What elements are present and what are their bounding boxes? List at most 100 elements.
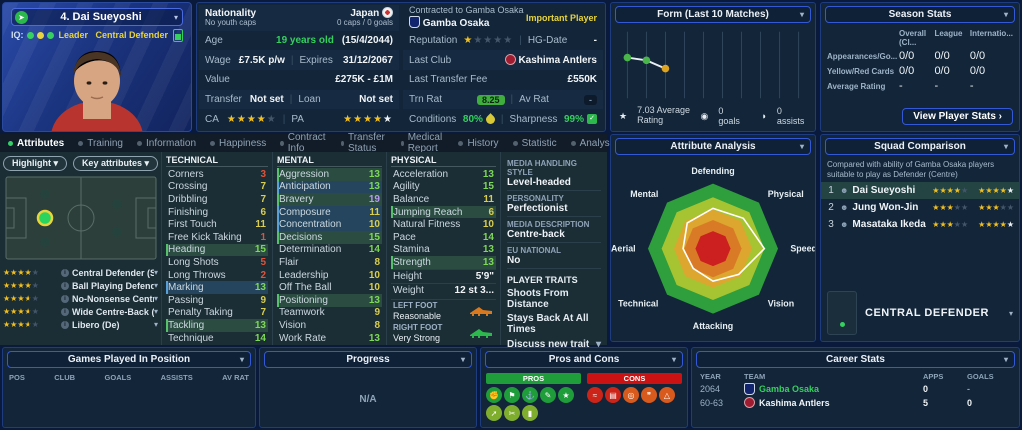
nationality-row: Nationality No youth caps Japan 0 caps /… (199, 5, 399, 31)
profile-value: No (507, 255, 601, 269)
tab-happiness[interactable]: Happiness (210, 138, 266, 149)
expires-value: 31/12/2067 (342, 54, 393, 66)
cons-icon[interactable]: △ (659, 387, 675, 403)
cons-banner: CONS (587, 373, 682, 384)
view-player-stats-button[interactable]: View Player Stats › (902, 108, 1013, 125)
form-panel-header[interactable]: Form (Last 10 Matches) ▾ (615, 6, 811, 23)
cons-icon[interactable]: ❞ (641, 387, 657, 403)
pros-icon[interactable]: ✂ (504, 405, 520, 421)
transfer-row: Transfer Not set | Loan Not set (199, 89, 399, 110)
tab-history[interactable]: History (458, 138, 499, 149)
key-attributes-dropdown[interactable]: Key attributes ▾ (72, 156, 158, 171)
tab-dot (512, 140, 518, 146)
career-stats-header[interactable]: Career Stats ▾ (696, 351, 1015, 368)
attribute-analysis-header[interactable]: Attribute Analysis ▾ (615, 138, 811, 155)
tab-attributes[interactable]: Attributes (8, 138, 64, 149)
attribute-row-work-rate: Work Rate 13 (279, 332, 380, 344)
hg-date-value: - (593, 34, 597, 46)
form-summary: ★ 7.03 Average Rating ◉ 0 goals ◗ 0 assi… (611, 104, 815, 131)
chevron-down-icon[interactable]: ▾ (173, 12, 178, 22)
tab-contract-info[interactable]: Contract Info (280, 132, 327, 154)
tab-statistic[interactable]: Statistic (512, 138, 557, 149)
contract-club[interactable]: Gamba Osaka (409, 16, 526, 30)
attribute-row-flair: Flair 8 (279, 256, 380, 268)
cons-icon[interactable]: ◎ (623, 387, 639, 403)
iq-dots (26, 31, 54, 39)
pros-icon[interactable]: ✊ (486, 387, 502, 403)
season-stats-header[interactable]: Season Stats ▾ (825, 6, 1015, 23)
highlight-dropdown[interactable]: Highlight ▾ (3, 156, 68, 171)
attribute-row-crossing: Crossing 7 (168, 181, 266, 193)
wage-row: Wage £7.5K p/w | Expires 31/12/2067 (199, 50, 399, 70)
right-foot-value: Very Strong (393, 332, 441, 343)
player-name-dropdown[interactable]: ➤ 4. Dai Sueyoshi ▾ (11, 8, 183, 26)
position-row-no-nonsense-centre-[interactable]: ★★★★★iNo-Nonsense Centre...▾ (3, 293, 158, 304)
pros-cons-header[interactable]: Pros and Cons ▾ (485, 351, 683, 368)
discuss-new-trait[interactable]: Discuss new trait ▾ (507, 339, 601, 350)
squad-comparison-header[interactable]: Squad Comparison ▾ (825, 138, 1015, 155)
season-value: - (969, 80, 974, 92)
squad-comparison-footer: CENTRAL DEFENDER ▾ (821, 285, 1019, 341)
technical-attributes-column: TECHNICAL Corners 3 Crossing 7 Dribbling 7 Fin… (161, 152, 272, 345)
reputation-stars: ★★★★★ (463, 34, 514, 46)
position-row-libero-de-[interactable]: ★★★★★ i Libero (De) ▾ (3, 319, 158, 330)
cons-icon[interactable]: ≈ (587, 387, 603, 403)
progress-header[interactable]: Progress ▾ (264, 351, 472, 368)
dob: (15/4/2044) (341, 34, 393, 46)
player-name: 4. Dai Sueyoshi (60, 11, 142, 23)
pros-icon[interactable]: ➚ (486, 405, 502, 421)
season-value: 0/0 (899, 50, 915, 62)
games-played-header[interactable]: Games Played In Position ▾ (7, 351, 251, 368)
season-stats-table: Overall (Cl... League Internatio... Appeara… (821, 26, 1019, 95)
squad-row-jung-won-jin[interactable]: 2 ☻ Jung Won-Jin ★★★★★ ★★★★★ (828, 202, 1014, 213)
loan-value: Not set (359, 94, 393, 105)
left-foot-block: LEFT FOOT Reasonable (391, 298, 496, 322)
tab-information[interactable]: Information (137, 138, 196, 149)
games-column: ASSISTS (160, 373, 193, 382)
attribute-row-long-throws: Long Throws 2 (168, 269, 266, 281)
star-icon: ★ (619, 110, 628, 121)
tab-analysis[interactable]: Analysis (570, 138, 617, 149)
attribute-row-stamina: Stamina 13 (393, 244, 494, 256)
pros-icon[interactable]: ★ (558, 387, 574, 403)
condition-heart-icon (484, 112, 497, 126)
kashima-antlers-badge (504, 54, 516, 66)
cons-icon[interactable]: ▤ (605, 387, 621, 403)
nation-name: Japan (350, 7, 393, 19)
career-column: GOALS (967, 372, 994, 381)
contract-club-row: Contracted to Gamba Osaka Gamba Osaka Im… (403, 5, 603, 31)
tab-training[interactable]: Training (78, 138, 123, 149)
tab-dot (341, 140, 344, 146)
games-column: POS (9, 373, 25, 382)
season-value: - (934, 80, 939, 92)
form-assists: 0 assists (776, 106, 805, 126)
squad-row-dai-sueyoshi[interactable]: 1 ☻ Dai Sueyoshi ★★★★★ ★★★★★ (821, 182, 1019, 199)
chevron-down-icon: ▾ (460, 355, 465, 364)
kashima-antlers-badge (744, 397, 755, 408)
profile-label: MEDIA HANDLING STYLE (507, 159, 577, 177)
squad-status: Important Player (525, 12, 597, 23)
squad-row-masataka-ikeda[interactable]: 3 ☻ Masataka Ikeda ★★★★★ ★★★★★ (828, 219, 1014, 230)
career-team[interactable]: Kashima Antlers (744, 397, 923, 408)
last-club[interactable]: Kashima Antlers (504, 54, 597, 66)
position-row-central-defender-st-[interactable]: ★★★★★ i Central Defender (St) ▾ (3, 267, 158, 278)
pros-icon[interactable]: ⚑ (504, 387, 520, 403)
pros-icon[interactable]: ⚓ (522, 387, 538, 403)
profile-label: PERSONALITY (507, 194, 564, 203)
conditions-value: 80% (462, 113, 483, 125)
career-column: APPS (923, 372, 944, 381)
pros-icon[interactable]: ▮ (522, 405, 538, 421)
tab-medical-report[interactable]: Medical Report (400, 132, 444, 154)
chevron-down-icon: ▾ (239, 355, 244, 364)
tab-transfer-status[interactable]: Transfer Status (341, 132, 387, 154)
pros-icon[interactable]: ✎ (540, 387, 556, 403)
progress-panel: Progress ▾ N/A (259, 347, 477, 428)
career-team[interactable]: Gamba Osaka (744, 383, 923, 395)
chevron-down-icon[interactable]: ▾ (1008, 308, 1013, 318)
caps-goals: 0 caps / 0 goals (336, 18, 393, 28)
japan-flag-icon (382, 7, 393, 19)
career-year: 2064 (700, 384, 721, 394)
profile-value: Centre-back (507, 229, 601, 243)
